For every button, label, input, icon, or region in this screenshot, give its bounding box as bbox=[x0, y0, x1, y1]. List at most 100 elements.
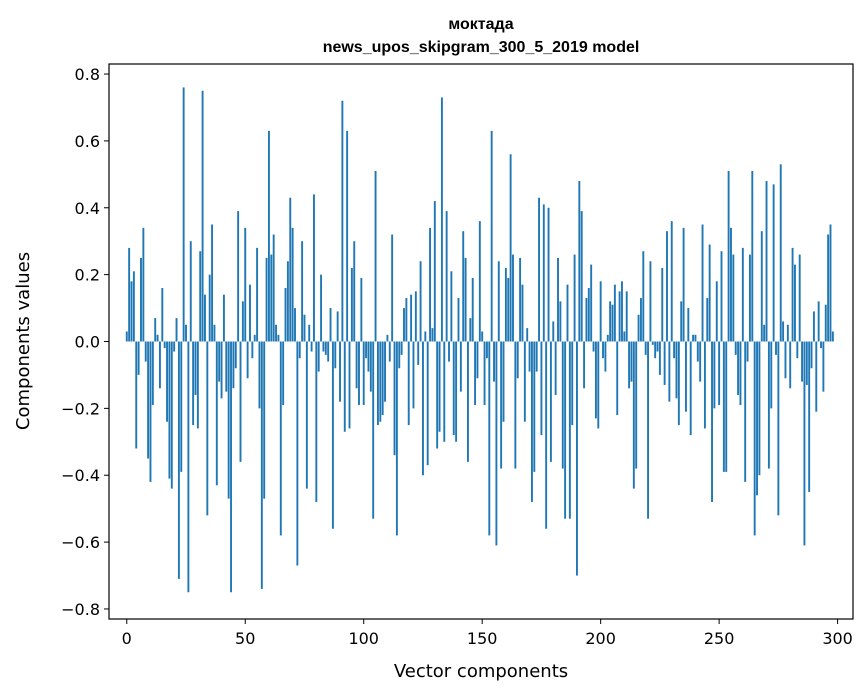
bar bbox=[279, 341, 282, 536]
bar bbox=[154, 318, 157, 342]
bar bbox=[618, 291, 621, 342]
bar bbox=[519, 257, 522, 342]
bar bbox=[391, 234, 394, 342]
bar bbox=[376, 341, 379, 426]
bar bbox=[502, 341, 505, 422]
bar bbox=[611, 304, 614, 342]
bar bbox=[448, 341, 450, 362]
bar bbox=[218, 341, 221, 382]
bar bbox=[737, 341, 740, 395]
bar bbox=[303, 314, 306, 342]
bar bbox=[504, 267, 507, 342]
bar bbox=[419, 261, 422, 342]
bar bbox=[445, 211, 448, 342]
bar bbox=[346, 130, 349, 342]
bar bbox=[431, 328, 434, 342]
y-tick-label: −0.8 bbox=[61, 600, 100, 619]
y-axis-label: Components values bbox=[13, 252, 34, 430]
bar bbox=[668, 341, 671, 402]
bar bbox=[249, 284, 251, 342]
bar bbox=[462, 231, 465, 342]
bar bbox=[758, 341, 761, 476]
bar bbox=[753, 341, 756, 536]
bar bbox=[822, 341, 825, 392]
y-tick-label: 0.8 bbox=[75, 65, 100, 84]
bar bbox=[703, 341, 706, 429]
bar bbox=[521, 284, 524, 342]
bar bbox=[407, 341, 410, 426]
bar bbox=[125, 331, 128, 342]
x-tick-label: 250 bbox=[704, 629, 735, 648]
chart-title-line-1: моктада bbox=[448, 16, 513, 33]
x-tick-label: 150 bbox=[467, 629, 498, 648]
bar bbox=[497, 261, 500, 342]
x-axis-ticks: 0 50 100 150 200 250 300 bbox=[122, 619, 853, 648]
bar bbox=[237, 211, 240, 342]
bar bbox=[552, 321, 555, 342]
bar bbox=[815, 341, 818, 412]
bar bbox=[384, 341, 386, 402]
bar bbox=[831, 331, 834, 342]
x-tick-label: 100 bbox=[348, 629, 379, 648]
bar bbox=[760, 231, 763, 342]
bar bbox=[339, 341, 341, 402]
bar bbox=[341, 100, 344, 342]
bar bbox=[779, 164, 782, 342]
bar bbox=[315, 341, 318, 502]
y-tick-label: 0.2 bbox=[75, 266, 100, 285]
bar bbox=[559, 301, 562, 342]
x-tick-label: 200 bbox=[585, 629, 616, 648]
bar bbox=[400, 341, 403, 355]
bar bbox=[220, 341, 223, 399]
bar bbox=[824, 304, 827, 342]
bar bbox=[713, 341, 716, 409]
bar bbox=[412, 341, 415, 409]
bar bbox=[727, 170, 730, 342]
bar bbox=[566, 284, 569, 342]
bar bbox=[478, 221, 481, 342]
bar bbox=[372, 341, 375, 519]
bar bbox=[158, 341, 161, 389]
bar bbox=[222, 294, 225, 342]
bar bbox=[654, 341, 657, 359]
bar bbox=[493, 341, 495, 382]
bar bbox=[204, 294, 206, 342]
bar bbox=[642, 251, 645, 342]
bar bbox=[644, 341, 647, 355]
bar bbox=[775, 341, 777, 355]
bar bbox=[232, 341, 235, 389]
bar bbox=[367, 341, 370, 372]
bar bbox=[658, 341, 661, 375]
bar bbox=[708, 244, 711, 342]
bar bbox=[327, 341, 330, 362]
bar bbox=[763, 324, 766, 342]
bar bbox=[386, 334, 389, 342]
bar bbox=[358, 341, 360, 406]
bar bbox=[639, 298, 642, 342]
bar bbox=[734, 341, 737, 355]
y-tick-label: 0.0 bbox=[75, 333, 100, 352]
bar bbox=[651, 341, 654, 345]
bar bbox=[317, 341, 320, 372]
bar bbox=[687, 308, 690, 342]
bar bbox=[284, 288, 287, 342]
bar bbox=[142, 227, 145, 342]
bar bbox=[457, 298, 460, 342]
bar bbox=[796, 341, 799, 359]
bar bbox=[483, 341, 486, 406]
bar bbox=[398, 341, 401, 369]
bar bbox=[289, 197, 292, 342]
chart-title-line-2: news_upos_skipgram_300_5_2019 model bbox=[323, 39, 640, 56]
bar bbox=[410, 294, 413, 342]
bar bbox=[512, 254, 514, 342]
bar bbox=[756, 341, 758, 496]
bar bbox=[590, 264, 593, 342]
bar bbox=[422, 341, 424, 476]
bar bbox=[267, 130, 270, 342]
bar bbox=[630, 341, 633, 382]
bar bbox=[547, 207, 550, 342]
bar bbox=[234, 341, 237, 369]
bar bbox=[751, 170, 754, 342]
bar bbox=[576, 341, 578, 576]
bar bbox=[147, 341, 150, 459]
